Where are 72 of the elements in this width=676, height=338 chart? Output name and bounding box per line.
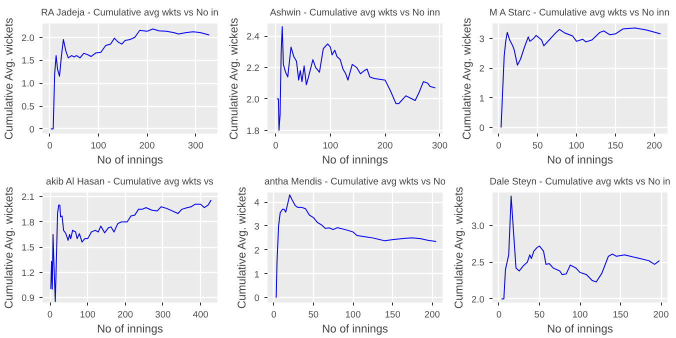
x-axis-title: No of innings bbox=[546, 324, 614, 336]
y-tick-label: 0.9 bbox=[22, 292, 34, 303]
x-tick-label: 100 bbox=[322, 140, 338, 150]
x-tick-label: 150 bbox=[608, 140, 624, 150]
x-tick-label: 200 bbox=[118, 310, 134, 320]
y-tick-label: 0 bbox=[254, 293, 260, 304]
x-tick-label: 50 bbox=[308, 310, 319, 320]
x-axis-title: No of innings bbox=[96, 324, 164, 336]
chart-title: M A Starc - Cumulative avg wkts vs No inn bbox=[489, 8, 670, 18]
y-tick-label: 2.0 bbox=[246, 94, 260, 104]
x-tick-label: 100 bbox=[572, 310, 588, 320]
chart-title: Ashwin - Cumulative avg wkts vs No inn bbox=[270, 8, 440, 18]
x-tick-label: 200 bbox=[424, 310, 440, 320]
y-axis-title: Cumulative Avg. wickets bbox=[4, 186, 16, 309]
x-axis-title: No of innings bbox=[322, 154, 388, 166]
y-tick-label: 1.8 bbox=[246, 126, 260, 136]
y-tick-label: 2.4 bbox=[246, 32, 260, 42]
x-tick-label: 50 bbox=[532, 140, 543, 150]
y-tick-label: 2.2 bbox=[246, 63, 260, 73]
x-tick-label: 300 bbox=[155, 310, 171, 320]
x-axis-title: No of innings bbox=[546, 154, 614, 166]
x-tick-label: 0 bbox=[273, 140, 278, 150]
x-tick-label: 100 bbox=[90, 140, 106, 150]
y-axis-title: Cumulative Avg. wickets bbox=[228, 18, 241, 140]
y-tick-label: 0 bbox=[29, 124, 35, 134]
y-axis-title: Cumulative Avg. wickets bbox=[4, 18, 16, 140]
y-tick-label: 2 bbox=[479, 64, 485, 74]
x-tick-label: 400 bbox=[192, 310, 208, 320]
x-tick-label: 100 bbox=[80, 310, 96, 320]
y-tick-label: 3 bbox=[479, 34, 485, 44]
y-tick-label: 0.5 bbox=[22, 102, 34, 112]
x-tick-label: 100 bbox=[345, 310, 361, 320]
y-tick-label: 2.0 bbox=[472, 294, 484, 304]
y-tick-label: 1 bbox=[254, 269, 260, 280]
chart-title: antha Mendis - Cumulative avg wkts vs No bbox=[264, 176, 446, 188]
chart-title: akib Al Hasan - Cumulative avg wkts vs bbox=[46, 176, 214, 188]
x-tick-label: 150 bbox=[612, 310, 628, 320]
x-tick-label: 100 bbox=[568, 140, 584, 150]
x-axis-title: No of innings bbox=[322, 324, 388, 336]
x-tick-label: 300 bbox=[432, 140, 448, 150]
x-tick-label: 50 bbox=[534, 310, 545, 320]
y-tick-label: 3.0 bbox=[472, 221, 484, 231]
x-axis-title: No of innings bbox=[96, 154, 164, 166]
y-tick-label: 1.5 bbox=[22, 56, 34, 66]
y-tick-label: 1.2 bbox=[22, 268, 34, 278]
y-tick-label: 0 bbox=[479, 123, 485, 134]
y-tick-label: 4 bbox=[254, 198, 260, 208]
y-tick-label: 3 bbox=[254, 221, 260, 232]
x-tick-label: 200 bbox=[139, 140, 155, 150]
x-tick-label: 0 bbox=[47, 140, 52, 150]
y-tick-label: 1.0 bbox=[22, 78, 34, 89]
y-tick-label: 2 bbox=[254, 245, 260, 256]
chart-title: Dale Steyn - Cumulative avg wkts vs No in bbox=[490, 176, 670, 188]
x-tick-label: 0 bbox=[496, 310, 502, 320]
y-axis-title: Cumulative Avg. wickets bbox=[461, 18, 474, 140]
y-tick-label: 2.0 bbox=[22, 32, 34, 43]
x-tick-label: 200 bbox=[646, 140, 662, 150]
y-axis-title: Cumulative Avg. wickets bbox=[454, 186, 466, 309]
x-tick-label: 150 bbox=[384, 310, 400, 320]
x-tick-label: 0 bbox=[271, 310, 276, 320]
chart-title: RA Jadeja - Cumulative avg wkts vs No in bbox=[40, 8, 219, 18]
y-tick-label: 2.5 bbox=[472, 258, 484, 268]
x-tick-label: 0 bbox=[496, 140, 502, 150]
y-tick-label: 1.8 bbox=[22, 217, 34, 228]
y-tick-label: 1 bbox=[479, 93, 485, 104]
x-tick-label: 200 bbox=[653, 310, 669, 320]
y-axis-title: Cumulative Avg. wickets bbox=[236, 186, 248, 309]
y-tick-label: 1.5 bbox=[22, 242, 34, 253]
y-tick-label: 2.1 bbox=[22, 192, 34, 202]
x-tick-label: 200 bbox=[377, 140, 393, 150]
x-tick-label: 300 bbox=[188, 140, 204, 150]
x-tick-label: 0 bbox=[47, 310, 53, 320]
